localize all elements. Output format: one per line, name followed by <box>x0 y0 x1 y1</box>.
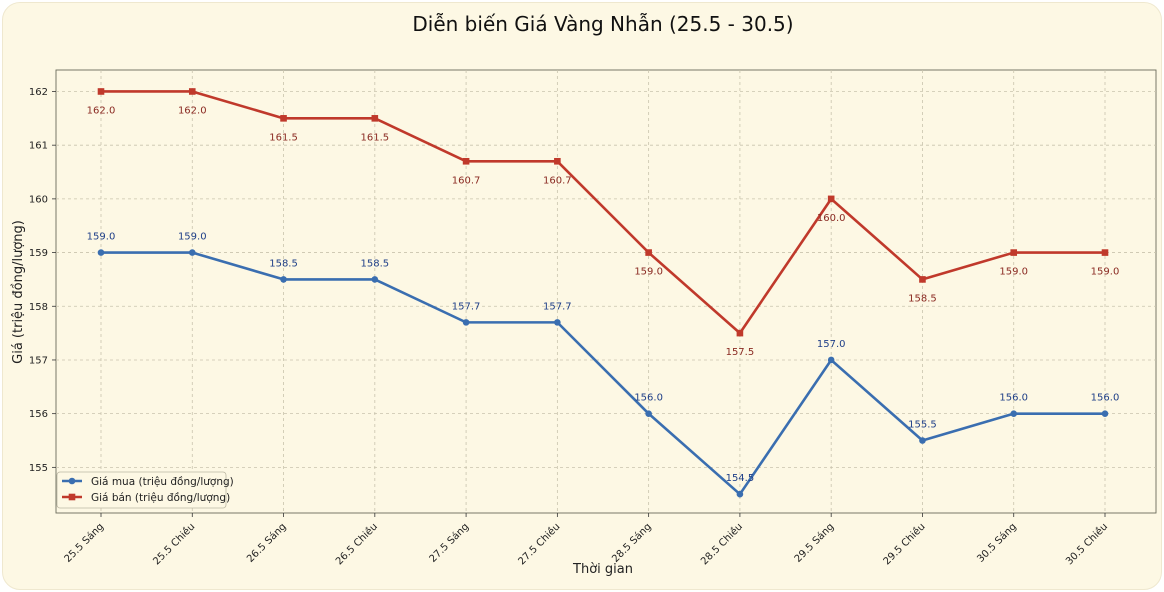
data-label: 156.0 <box>999 393 1028 404</box>
data-label: 155.5 <box>908 420 937 431</box>
plot-area <box>55 69 1157 514</box>
data-point <box>371 276 379 283</box>
y-tick-label: 161 <box>29 141 48 152</box>
legend-marker <box>68 477 76 485</box>
data-point <box>188 249 196 256</box>
x-tick-label: 27.5 Sáng <box>427 521 471 565</box>
y-axis-ticks: 155 156 157 158 159 160 161 162 <box>29 87 56 474</box>
chart-title: Diễn biến Giá Vàng Nhẫn (25.5 - 30.5) <box>412 12 793 36</box>
y-tick-label: 162 <box>29 87 48 98</box>
data-point <box>919 276 926 283</box>
data-label: 161.5 <box>269 132 298 143</box>
data-point <box>554 319 561 326</box>
grid-lines <box>56 70 1156 513</box>
y-tick-label: 160 <box>29 194 48 205</box>
data-point <box>371 115 379 122</box>
data-label: 158.5 <box>269 258 298 269</box>
data-point <box>827 356 835 364</box>
data-label: 157.7 <box>543 301 572 312</box>
data-label: 160.7 <box>452 175 481 186</box>
legend-label: Giá mua (triệu đồng/lượng) <box>91 476 234 488</box>
legend-label: Giá bán (triệu đồng/lượng) <box>91 492 230 504</box>
data-label: 159.0 <box>1091 267 1120 278</box>
y-tick-label: 158 <box>29 302 48 313</box>
series-lines <box>101 90 1105 496</box>
x-tick-label: 29.5 Chiều <box>881 521 928 568</box>
x-tick-label: 28.5 Sáng <box>609 521 653 565</box>
data-point <box>462 157 470 165</box>
data-label: 160.0 <box>817 213 846 224</box>
data-point <box>280 115 287 122</box>
data-label: 157.7 <box>452 301 481 312</box>
x-tick-label: 28.5 Chiều <box>698 521 745 568</box>
series-line-buy <box>101 251 1105 496</box>
legend: Giá mua (triệu đồng/lượng) Giá bán (triệu… <box>56 471 234 509</box>
data-label: 159.0 <box>178 232 207 243</box>
data-label: 159.0 <box>634 267 663 278</box>
data-point <box>1101 249 1109 256</box>
y-tick-label: 159 <box>29 248 48 259</box>
x-tick-label: 26.5 Sáng <box>244 521 288 565</box>
data-label: 162.0 <box>178 105 207 116</box>
data-point <box>736 490 744 498</box>
data-label: 160.7 <box>543 175 572 186</box>
x-tick-label: 30.5 Chiều <box>1063 521 1110 568</box>
legend-box <box>56 471 227 509</box>
data-labels: 159.0 159.0 158.5 158.5 157.7 157.7 156.0 154.5… <box>87 105 1120 484</box>
data-label: 158.5 <box>908 293 937 304</box>
data-point <box>1101 410 1109 417</box>
data-label: 161.5 <box>360 132 389 143</box>
data-point <box>645 410 652 417</box>
data-point <box>919 437 926 444</box>
data-point <box>188 88 196 95</box>
data-label: 158.5 <box>360 258 389 269</box>
data-label: 157.0 <box>817 339 846 350</box>
x-tick-label: 29.5 Sáng <box>792 521 836 565</box>
data-label: 159.0 <box>87 232 116 243</box>
y-tick-label: 155 <box>29 463 48 474</box>
data-point <box>645 249 652 256</box>
data-label: 159.0 <box>999 267 1028 278</box>
x-tick-label: 30.5 Sáng <box>975 521 1019 565</box>
data-point <box>1010 249 1018 256</box>
data-point <box>736 329 744 337</box>
data-point <box>97 249 105 256</box>
x-tick-label: 26.5 Chiều <box>333 521 380 568</box>
data-point <box>462 319 470 326</box>
legend-marker <box>68 493 76 501</box>
series-line-sell <box>101 90 1105 335</box>
x-tick-label: 25.5 Chiều <box>151 521 198 568</box>
x-tick-label: 25.5 Sáng <box>62 521 106 565</box>
data-label: 154.5 <box>726 473 755 484</box>
data-label: 156.0 <box>1091 393 1120 404</box>
data-point <box>827 195 835 203</box>
data-point <box>280 276 287 283</box>
y-tick-label: 157 <box>29 355 48 366</box>
y-axis-label: Giá (triệu đồng/lượng) <box>11 220 26 364</box>
data-label: 157.5 <box>726 347 755 358</box>
data-label: 156.0 <box>634 393 663 404</box>
data-point <box>554 157 561 165</box>
x-axis-ticks: 25.5 Sáng 25.5 Chiều 26.5 Sáng 26.5 Chiều 27… <box>62 513 1110 567</box>
x-tick-label: 27.5 Chiều <box>516 521 563 568</box>
data-point <box>97 88 105 95</box>
x-axis-label: Thời gian <box>572 562 633 577</box>
series-markers <box>97 88 1109 498</box>
data-point <box>1010 410 1018 417</box>
y-tick-label: 156 <box>29 409 48 420</box>
data-label: 162.0 <box>87 105 116 116</box>
